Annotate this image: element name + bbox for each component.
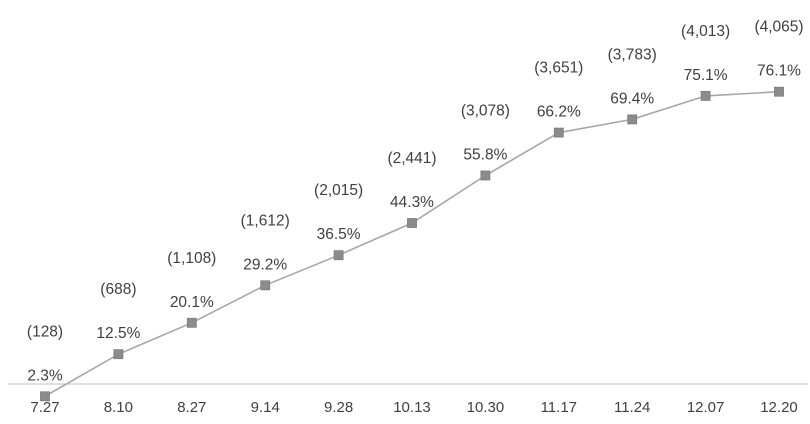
data-point-marker xyxy=(553,127,564,138)
data-label-count: (3,783) xyxy=(608,46,657,63)
x-tick-label: 10.13 xyxy=(393,399,431,416)
data-point-marker xyxy=(113,349,124,360)
data-label-percent: 12.5% xyxy=(96,325,140,342)
data-label-count: (3,651) xyxy=(534,60,583,77)
x-tick-label: 12.07 xyxy=(687,399,725,416)
x-tick-label: 7.27 xyxy=(30,399,59,416)
data-label-count: (4,013) xyxy=(681,23,730,40)
data-label-percent: 76.1% xyxy=(757,63,801,80)
data-point-marker xyxy=(40,391,50,402)
x-tick-label: 11.17 xyxy=(541,399,577,416)
x-tick-label: 9.28 xyxy=(324,399,353,416)
data-label-count: (688) xyxy=(100,281,136,298)
data-point-marker xyxy=(480,170,491,181)
data-label-percent: 29.2% xyxy=(243,256,287,273)
data-label-percent: 20.1% xyxy=(170,294,214,311)
data-label-percent: 55.8% xyxy=(463,147,507,164)
x-tick-label: 8.10 xyxy=(104,399,133,416)
data-label-count: (3,078) xyxy=(461,103,510,120)
data-label-count: (2,441) xyxy=(387,150,436,167)
data-point-marker xyxy=(407,218,417,228)
x-tick-label: 12.20 xyxy=(760,399,798,416)
data-label-count: (1,612) xyxy=(241,212,290,229)
x-tick-label: 9.14 xyxy=(251,399,280,416)
data-label-count: (2,015) xyxy=(314,182,363,199)
data-point-marker xyxy=(627,114,638,125)
data-point-marker xyxy=(260,280,271,291)
data-point-marker xyxy=(774,86,784,97)
data-label-count: (4,065) xyxy=(754,19,803,36)
x-tick-label: 10.30 xyxy=(467,399,505,416)
data-label-percent: 36.5% xyxy=(317,226,361,243)
data-label-percent: 69.4% xyxy=(610,90,654,107)
data-label-count: (1,108) xyxy=(167,250,216,267)
data-label-percent: 75.1% xyxy=(684,67,728,84)
series-line xyxy=(44,90,780,397)
data-label-count: (128) xyxy=(27,323,63,340)
x-tick-label: 8.27 xyxy=(177,399,206,416)
data-point-marker xyxy=(186,317,197,328)
x-tick-label: 11.24 xyxy=(614,399,650,416)
data-label-percent: 66.2% xyxy=(537,104,581,121)
data-label-percent: 2.3% xyxy=(27,367,63,384)
chart-marks: 2.3% (128) 7.27 12.5% (688) 8.10 20.1% (1,108) 8… xyxy=(27,19,804,416)
data-label-percent: 44.3% xyxy=(390,194,434,211)
data-point-marker xyxy=(333,250,344,261)
data-point-marker xyxy=(700,91,711,101)
